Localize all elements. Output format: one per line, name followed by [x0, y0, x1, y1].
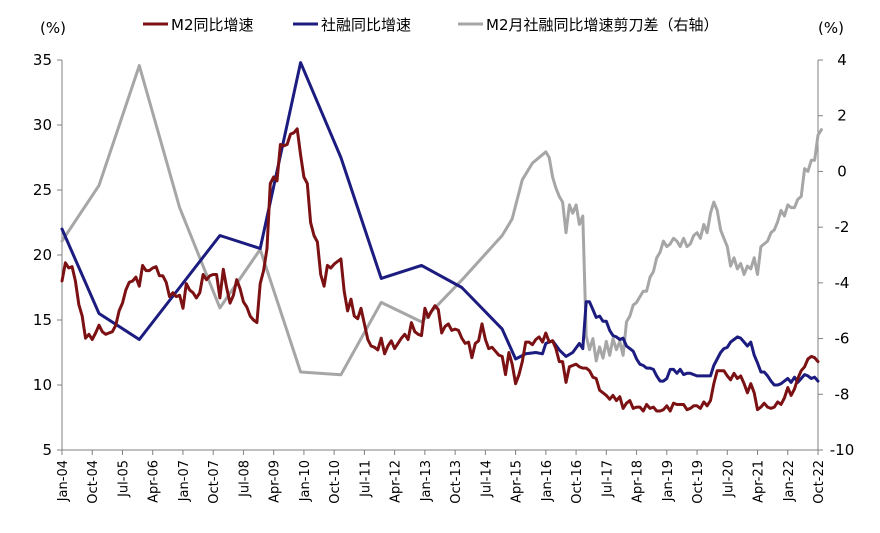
x-tick-label: Jul-08	[237, 460, 252, 498]
x-tick-label: Apr-21	[752, 460, 767, 503]
left-tick-label: 10	[33, 376, 52, 394]
right-tick-label: -8	[835, 385, 850, 403]
x-tick-label: Jan-16	[540, 460, 555, 502]
x-tick-label: Jul-05	[116, 460, 131, 498]
series-line-0	[60, 127, 820, 413]
left-tick-label: 30	[33, 116, 52, 134]
right-tick-label: -2	[835, 218, 850, 236]
x-tick-label: Jul-20	[721, 460, 736, 498]
legend-label: M2月社融同比增速剪刀差（右轴）	[486, 16, 719, 34]
x-tick-label: Jan-07	[177, 460, 192, 502]
left-tick-label: 25	[33, 181, 52, 199]
x-tick-label: Oct-22	[812, 460, 827, 504]
x-tick-label: Apr-06	[147, 460, 162, 503]
left-tick-label: 35	[33, 51, 52, 69]
x-tick-label: Oct-19	[691, 460, 706, 504]
right-tick-label: 2	[837, 107, 847, 125]
x-tick-label: Apr-15	[510, 460, 525, 503]
x-tick-label: Oct-07	[207, 460, 222, 504]
x-tick-label: Jan-22	[782, 460, 797, 502]
series-line-2	[60, 64, 823, 377]
left-axis-ticks: 5 10 15 20 25 30 35	[33, 51, 62, 459]
x-tick-label: Oct-16	[570, 460, 585, 504]
x-tick-label: Oct-10	[328, 460, 343, 504]
x-tick-label: Jan-10	[298, 460, 313, 502]
x-tick-label: Apr-18	[631, 460, 646, 503]
series-lines	[60, 61, 823, 413]
left-tick-label: 20	[33, 246, 52, 264]
right-axis-unit: (%)	[818, 19, 844, 37]
right-tick-label: 4	[837, 51, 847, 69]
x-tick-label: Jul-17	[600, 460, 615, 498]
right-tick-label: -6	[835, 330, 850, 348]
left-tick-label: 5	[42, 441, 52, 459]
right-axis-ticks: -10 -8 -6 -4 -2 0 2 4	[818, 51, 854, 459]
x-axis-ticks: Jan-04 Oct-04 Jul-05 Apr-06 Jan-07 Oct-07 Jul-…	[56, 450, 827, 504]
x-tick-label: Jan-13	[419, 460, 434, 502]
left-tick-label: 15	[33, 311, 52, 329]
x-tick-label: Jul-11	[358, 460, 373, 498]
x-tick-label: Jan-19	[661, 460, 676, 502]
legend-label: M2同比增速	[171, 16, 254, 34]
legend: M2同比增速 社融同比增速 M2月社融同比增速剪刀差（右轴）	[143, 16, 719, 34]
left-axis-unit: (%)	[40, 19, 66, 37]
right-tick-label: -10	[830, 441, 855, 459]
right-tick-label: 0	[837, 162, 847, 180]
x-tick-label: Jan-04	[56, 460, 71, 502]
legend-label: 社融同比增速	[321, 16, 411, 34]
x-tick-label: Oct-13	[449, 460, 464, 504]
axes	[61, 60, 819, 451]
right-tick-label: -4	[835, 274, 850, 292]
x-tick-label: Jul-14	[479, 460, 494, 498]
x-tick-label: Oct-04	[86, 460, 101, 504]
x-tick-label: Apr-12	[389, 460, 404, 503]
x-tick-label: Apr-09	[268, 460, 283, 503]
series-line-1	[60, 61, 820, 387]
